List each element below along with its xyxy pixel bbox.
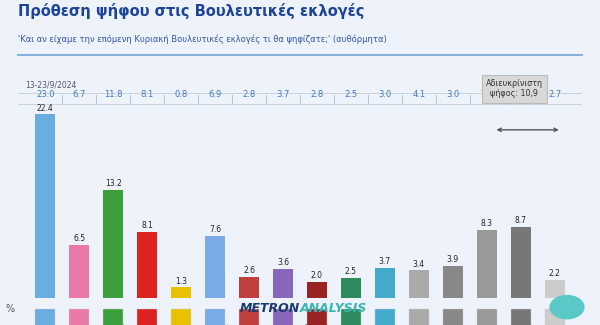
Text: 8.1: 8.1 <box>140 90 154 99</box>
FancyBboxPatch shape <box>545 309 565 325</box>
Text: 2.5: 2.5 <box>344 90 358 99</box>
FancyBboxPatch shape <box>70 309 89 325</box>
Text: 8.1: 8.1 <box>141 221 153 230</box>
Text: 1: 1 <box>563 301 571 314</box>
Text: 3.7: 3.7 <box>277 90 290 99</box>
Text: 8.7: 8.7 <box>515 216 527 225</box>
Bar <box>443 266 463 298</box>
Text: 'Και αν είχαμε την επόμενη Κυριακή Βουλευτικές εκλογές τι θα ψηφίζατε;' (αυθόρμη: 'Και αν είχαμε την επόμενη Κυριακή Βουλε… <box>18 35 387 45</box>
Bar <box>69 245 89 298</box>
Text: 7.6: 7.6 <box>209 225 221 234</box>
Text: 2.7: 2.7 <box>548 90 562 99</box>
Text: 11.8: 11.8 <box>104 90 122 99</box>
FancyBboxPatch shape <box>103 309 123 325</box>
Text: 2.0: 2.0 <box>311 271 323 280</box>
Bar <box>409 270 429 298</box>
FancyBboxPatch shape <box>239 309 259 325</box>
Text: 2.8: 2.8 <box>242 90 256 99</box>
Bar <box>511 227 531 298</box>
Text: Αδιευκρίνιστη
ψήφος: 10,9: Αδιευκρίνιστη ψήφος: 10,9 <box>485 79 542 98</box>
Text: 2.5: 2.5 <box>345 267 357 276</box>
Text: 2.2: 2.2 <box>549 269 561 279</box>
FancyBboxPatch shape <box>477 309 497 325</box>
FancyBboxPatch shape <box>307 309 327 325</box>
Text: 6.7: 6.7 <box>73 90 86 99</box>
Bar <box>476 230 497 298</box>
Bar <box>103 190 124 298</box>
Text: 2.8: 2.8 <box>310 90 323 99</box>
FancyBboxPatch shape <box>205 309 225 325</box>
FancyBboxPatch shape <box>171 309 191 325</box>
Text: 1.3: 1.3 <box>175 277 187 286</box>
Text: 8.3: 8.3 <box>481 219 493 228</box>
Text: Πρόθεση ψήφου στις Βουλευτικές εκλογές: Πρόθεση ψήφου στις Βουλευτικές εκλογές <box>18 3 364 19</box>
Bar <box>375 268 395 298</box>
FancyBboxPatch shape <box>443 309 463 325</box>
Text: 6.5: 6.5 <box>73 234 85 243</box>
FancyBboxPatch shape <box>409 309 429 325</box>
Text: 3.7: 3.7 <box>379 257 391 266</box>
Bar <box>35 114 55 298</box>
Bar <box>545 280 565 298</box>
Bar <box>239 277 259 298</box>
Bar <box>341 278 361 298</box>
Bar <box>137 232 157 298</box>
Bar <box>205 236 225 298</box>
Text: 2.6: 2.6 <box>243 266 255 275</box>
Text: %: % <box>6 304 15 314</box>
Text: 3.0: 3.0 <box>446 90 460 99</box>
Bar <box>273 268 293 298</box>
FancyBboxPatch shape <box>341 309 361 325</box>
Text: 3.4: 3.4 <box>413 260 425 268</box>
Text: 3.6: 3.6 <box>277 258 289 267</box>
Text: 13.2: 13.2 <box>105 179 122 188</box>
Bar <box>307 282 327 298</box>
Text: 22.4: 22.4 <box>37 104 53 112</box>
FancyBboxPatch shape <box>273 309 293 325</box>
Text: 23.0: 23.0 <box>36 90 55 99</box>
FancyBboxPatch shape <box>137 309 157 325</box>
Text: 0.8: 0.8 <box>175 90 188 99</box>
Text: 3.0: 3.0 <box>379 90 392 99</box>
Text: 13-23/9/2024: 13-23/9/2024 <box>25 81 76 90</box>
Circle shape <box>550 295 584 319</box>
Text: 3.9: 3.9 <box>447 255 459 265</box>
Bar <box>171 288 191 298</box>
Text: 6.9: 6.9 <box>208 90 221 99</box>
Text: 10.7: 10.7 <box>512 90 530 99</box>
FancyBboxPatch shape <box>511 309 530 325</box>
Text: METRON: METRON <box>240 302 300 315</box>
Text: 4.1: 4.1 <box>412 90 425 99</box>
FancyBboxPatch shape <box>375 309 395 325</box>
Text: ANALYSIS: ANALYSIS <box>300 302 367 315</box>
Text: 7.4: 7.4 <box>480 90 493 99</box>
FancyBboxPatch shape <box>35 309 55 325</box>
